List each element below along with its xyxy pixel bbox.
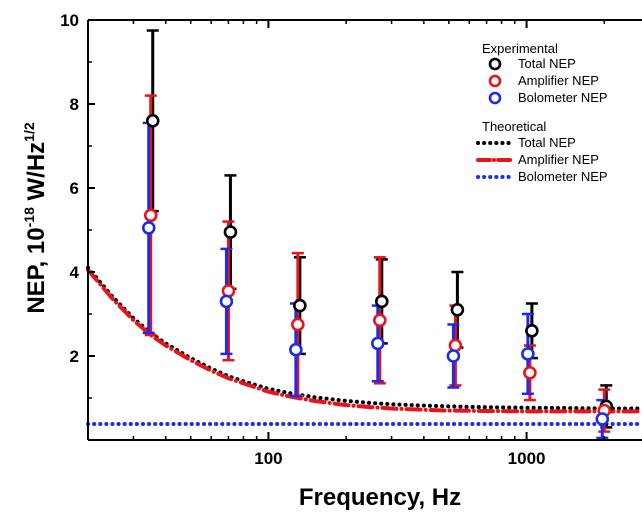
y-axis-title: NEP, 10-18 W/Hz1/2 <box>21 122 50 314</box>
x-tick-label: 1000 <box>508 449 546 468</box>
y-tick-label: 8 <box>70 95 79 114</box>
data-point <box>221 284 236 298</box>
data-point <box>223 225 238 239</box>
y-tick-label: 4 <box>70 263 80 282</box>
y-axis-title-part: NEP, 10 <box>23 227 50 313</box>
y-axis-title-exponent: 1/2 <box>21 122 37 142</box>
legend-entry: Bolometer NEP <box>518 169 608 184</box>
y-tick-label: 6 <box>70 179 79 198</box>
y-axis-title-exponent: -18 <box>21 207 37 227</box>
data-point <box>370 336 385 351</box>
data-point <box>289 342 303 357</box>
legend-marker <box>488 74 502 88</box>
data-point <box>219 294 234 309</box>
data-point <box>141 221 156 235</box>
legend-entry: Total NEP <box>518 135 576 150</box>
data-point <box>446 349 461 363</box>
x-tick-label: 100 <box>254 449 282 468</box>
x-axis-title: Frequency, Hz <box>299 484 461 511</box>
theoretical-curves <box>86 265 642 426</box>
data-point <box>595 412 610 426</box>
experimental-points <box>141 29 614 440</box>
legend-group-theoretical: Theoretical <box>482 119 546 134</box>
data-point <box>374 294 389 309</box>
data-point <box>145 114 160 128</box>
data-point <box>523 365 537 380</box>
data-point <box>521 347 535 361</box>
theoretical-line-1 <box>86 267 642 414</box>
data-point <box>372 313 387 328</box>
legend-entry: Total NEP <box>518 56 576 71</box>
data-point <box>293 298 307 313</box>
y-tick-label: 2 <box>70 347 79 366</box>
y-axis-title-part: W/Hz <box>23 142 50 207</box>
axes: 2 4 6 8 10 100 1000 <box>60 11 642 468</box>
legend-entry: Bolometer NEP <box>518 90 608 105</box>
legend-entry: Amplifier NEP <box>518 73 599 88</box>
data-point <box>448 338 463 353</box>
data-point <box>291 317 305 332</box>
data-point <box>143 208 158 223</box>
legend-entry: Amplifier NEP <box>518 152 599 167</box>
legend-marker <box>488 57 502 71</box>
y-tick-label: 10 <box>60 11 79 30</box>
theoretical-line-0 <box>86 265 642 411</box>
data-point <box>450 302 465 317</box>
legend-marker <box>488 91 502 105</box>
data-point <box>525 323 539 338</box>
legend-group-experimental: Experimental <box>482 41 558 56</box>
